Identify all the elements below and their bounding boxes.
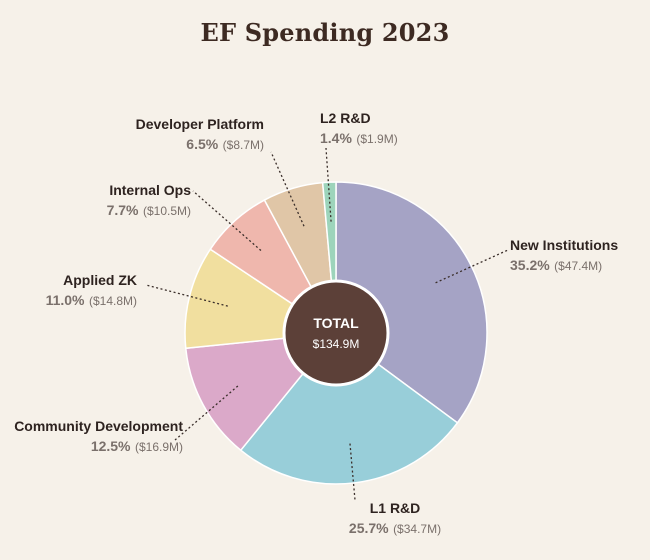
leader-line-developer-platform [270, 151, 305, 227]
label-community-development: Community Development 12.5% ($16.9M) [14, 418, 183, 454]
label-internal-ops: Internal Ops 7.7% ($10.5M) [106, 182, 191, 218]
leader-line-l2-r-d [325, 147, 332, 222]
center-total-label: TOTAL [313, 315, 359, 331]
center-total-value: $134.9M [313, 337, 360, 351]
center-total-circle [282, 279, 390, 387]
label-new-institutions: New Institutions 35.2% ($47.4M) [510, 237, 619, 273]
label-applied-zk: Applied ZK 11.0% ($14.8M) [45, 272, 137, 308]
label-l1-rd: L1 R&D 25.7% ($34.7M) [348, 500, 442, 536]
label-developer-platform: Developer Platform 6.5% ($8.7M) [135, 116, 264, 152]
label-l2-rd: L2 R&D 1.4% ($1.9M) [320, 110, 398, 146]
leader-line-applied-zk [145, 284, 228, 307]
leader-line-l1-r-d [349, 443, 356, 501]
leader-line-community-development [174, 385, 239, 441]
leader-line-internal-ops [192, 190, 262, 252]
chart-title: EF Spending 2023 [200, 18, 450, 47]
